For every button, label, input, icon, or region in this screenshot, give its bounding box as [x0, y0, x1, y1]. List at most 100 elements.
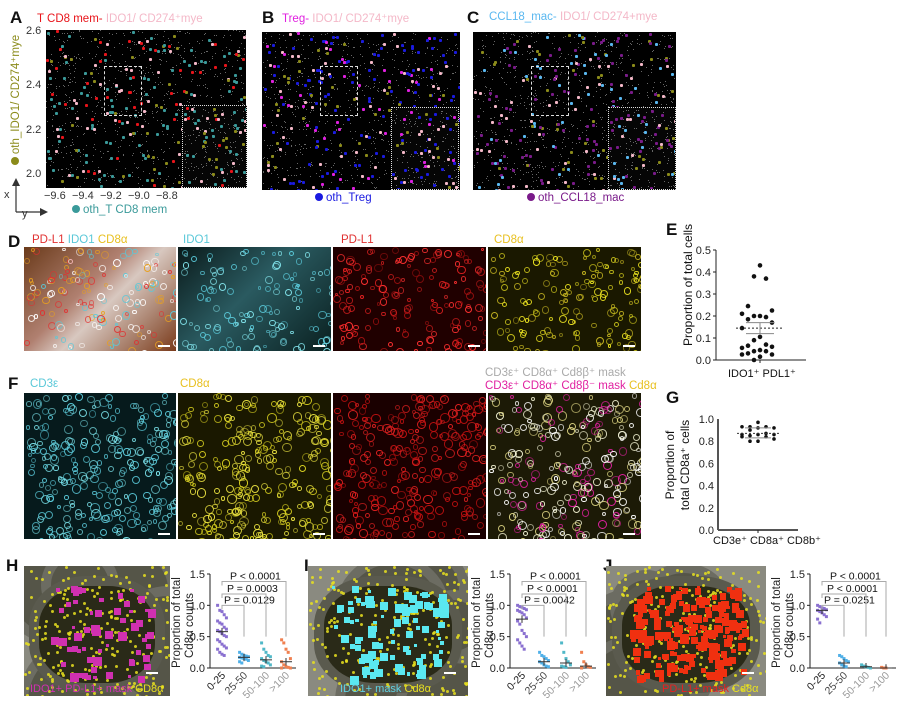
bullet-icon [315, 193, 323, 201]
mask-label: IDO1+ mask [340, 683, 405, 695]
micrograph-pdl1 [333, 247, 486, 351]
svg-text:0.0: 0.0 [699, 525, 714, 537]
y-tick: 2.4 [26, 79, 42, 91]
svg-text:0.5: 0.5 [190, 632, 205, 644]
svg-text:1.5: 1.5 [790, 569, 805, 581]
scatter-chart-i: Proportion of total Cd8α counts 1.5 1.0 0.5 0… [471, 569, 596, 701]
panel-label-c: C [467, 8, 480, 27]
legend-text: oth_Treg [326, 192, 372, 204]
svg-text:Cd8α counts: Cd8α counts [184, 593, 196, 658]
zoom-inset-b [391, 107, 459, 190]
svg-text:Proportion of total: Proportion of total [471, 577, 483, 668]
title-partner: IDO1/ CD274⁺mye [312, 13, 410, 25]
legend-b: oth_Treg [315, 192, 372, 204]
svg-text:>100: >100 [567, 670, 592, 695]
scatter-chart-e: 0.5 0.4 0.3 0.2 0.1 0.0 [696, 245, 806, 367]
title-partner: IDO1/ CD274⁺mye [105, 13, 203, 25]
micrograph-cd3e [24, 393, 176, 539]
micrograph-merge [24, 247, 176, 351]
xy-axes-arrow-icon [12, 178, 48, 216]
cd8a-label: Cd8α [732, 683, 759, 695]
svg-text:P = 0.0129: P = 0.0129 [224, 594, 275, 606]
chart-g-ylabel: Proportion of total CD8a⁺ cells [663, 395, 693, 535]
svg-text:0.8: 0.8 [699, 436, 714, 448]
chart-g-xlabel: CD3e⁺ CD8a⁺ CD8b⁺ [713, 535, 821, 547]
svg-text:1.0: 1.0 [190, 600, 205, 612]
svg-text:P = 0.0042: P = 0.0042 [524, 594, 575, 606]
chart-e-ylabel: Proportion of total cells [681, 223, 695, 347]
svg-text:Cd8α counts: Cd8α counts [784, 593, 796, 658]
micrograph-i [308, 566, 468, 696]
legend-c: oth_CCL18_mac [527, 192, 624, 204]
x-tick: −9.6 [44, 190, 66, 202]
panel-label-g: G [666, 388, 680, 407]
panel-c-title: CCL18_mac- IDO1/ CD274+mye [489, 11, 657, 23]
zoom-inset-a [182, 105, 247, 188]
axis-y-letter: y [22, 208, 28, 220]
mask-label: IDO1+ PD-L1+ mask [30, 683, 136, 695]
selection-box-a [104, 66, 142, 116]
mye-bullet-icon [11, 157, 19, 166]
panel-i-caption: IDO1+ mask Cd8α [340, 683, 431, 695]
svg-text:P < 0.0001: P < 0.0001 [830, 571, 881, 583]
svg-text:0.5: 0.5 [790, 632, 805, 644]
x-tick: −9.2 [100, 190, 122, 202]
panel-label-f: F [8, 374, 19, 393]
panel-label-d: D [8, 232, 21, 251]
svg-text:P = 0.0003: P = 0.0003 [227, 583, 278, 595]
panel-label-a: A [10, 8, 23, 27]
title-sep: - [305, 13, 313, 25]
zoom-inset-c [608, 107, 676, 190]
micrograph-h [24, 566, 170, 696]
title-cd8a: CD8α [97, 234, 128, 246]
micrograph-cd8a [178, 393, 331, 539]
svg-text:0.0: 0.0 [790, 663, 805, 675]
axis-x-letter: x [4, 189, 10, 201]
panel-b-title: Treg- IDO1/ CD274⁺mye [282, 11, 409, 25]
panel-label-i: I [304, 556, 309, 575]
chart-e-xlabel: IDO1⁺ PDL1⁺ [728, 368, 796, 380]
panel-d-cd8a-title: CD8α [494, 234, 524, 246]
svg-text:0.3: 0.3 [696, 289, 711, 301]
svg-text:Cd8α counts: Cd8α counts [484, 593, 496, 658]
x-tick: −9.0 [128, 190, 150, 202]
legend-a: oth_T CD8 mem [72, 204, 167, 216]
svg-text:0.1: 0.1 [696, 333, 711, 345]
svg-text:>100: >100 [867, 670, 892, 695]
svg-text:P < 0.0001: P < 0.0001 [230, 571, 281, 583]
svg-text:1.5: 1.5 [190, 569, 205, 581]
y-tick: 2.2 [26, 124, 42, 136]
selection-box-c [531, 66, 569, 116]
svg-text:0.5: 0.5 [696, 245, 711, 257]
cd8a-label: Cd8α [404, 683, 432, 695]
ylabel-line-1: Proportion of [663, 430, 677, 500]
ylabel-line-2: total CD8a⁺ cells [678, 419, 692, 511]
panel-f-cd8a-title: CD8α [180, 378, 210, 390]
panel-d-pdl1-title: PD-L1 [341, 234, 374, 246]
cd8a-label: CD8α [135, 683, 164, 695]
mask-label: CD3ε⁺ CD8α⁺ Cd8β⁻ mask [485, 380, 629, 392]
x-tick: −8.8 [156, 190, 178, 202]
micrograph-mask-overlay [488, 393, 641, 539]
bullet-icon [527, 193, 535, 201]
svg-text:Proportion of total: Proportion of total [171, 577, 183, 668]
svg-text:0.2: 0.2 [699, 503, 714, 515]
micrograph-j [606, 566, 766, 696]
title-sep: - [98, 13, 106, 25]
svg-text:P < 0.0001: P < 0.0001 [530, 571, 581, 583]
cd8a-label: Cd8α [628, 380, 657, 392]
svg-text:Proportion of total: Proportion of total [771, 577, 783, 668]
panel-d-merge-title: PD-L1 IDO1 CD8α [32, 234, 128, 246]
panel-label-e: E [666, 220, 678, 239]
micrograph-ido1 [178, 247, 331, 351]
svg-text:1.0: 1.0 [699, 414, 714, 426]
y-tick: 2.0 [26, 168, 42, 180]
selection-box-b [320, 66, 358, 116]
title-partner: IDO1/ CD274+mye [559, 11, 658, 23]
svg-text:0.0: 0.0 [490, 663, 505, 675]
svg-text:0.4: 0.4 [696, 267, 711, 279]
panel-a-ylabel: oth_IDO1/ CD274⁺mye [8, 30, 22, 170]
panel-j-caption: PD-L1+ mask Cd8α [662, 683, 759, 695]
ylabel-text: oth_IDO1/ CD274⁺mye [10, 34, 22, 155]
svg-text:P < 0.0001: P < 0.0001 [527, 583, 578, 595]
